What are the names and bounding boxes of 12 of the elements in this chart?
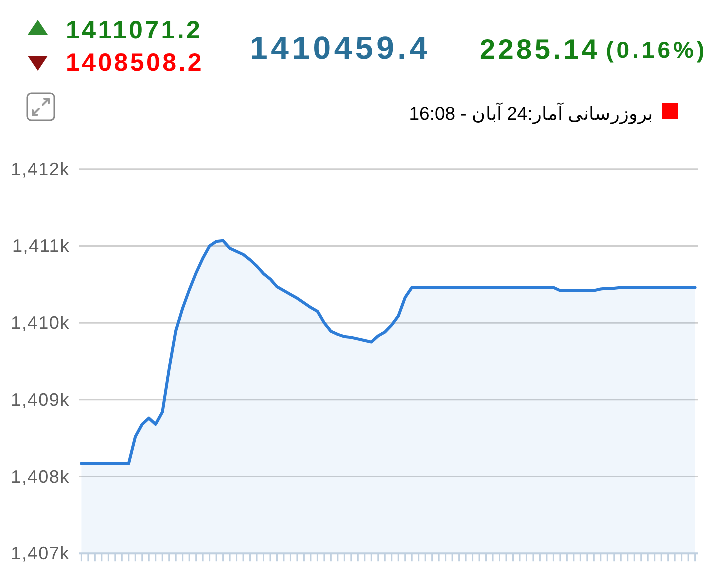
y-tick-label: 1,407k bbox=[11, 544, 70, 564]
text: بروزرسانی آمار:24 آبان - 16:08 bbox=[409, 102, 653, 125]
text: 2285.14 bbox=[480, 34, 600, 65]
text: 1410459.4 bbox=[250, 30, 431, 66]
text: 1408508.2 bbox=[66, 49, 204, 77]
y-tick-label: 1,408k bbox=[11, 466, 70, 487]
y-tick-label: 1,409k bbox=[11, 390, 70, 410]
text: 1411071.2 bbox=[66, 16, 203, 44]
y-tick-label: 1,410k bbox=[11, 313, 70, 334]
y-tick-label: 1,412k bbox=[11, 159, 70, 180]
y-tick-label: 1,411k bbox=[12, 236, 70, 256]
text: (0.16%) bbox=[606, 37, 708, 63]
